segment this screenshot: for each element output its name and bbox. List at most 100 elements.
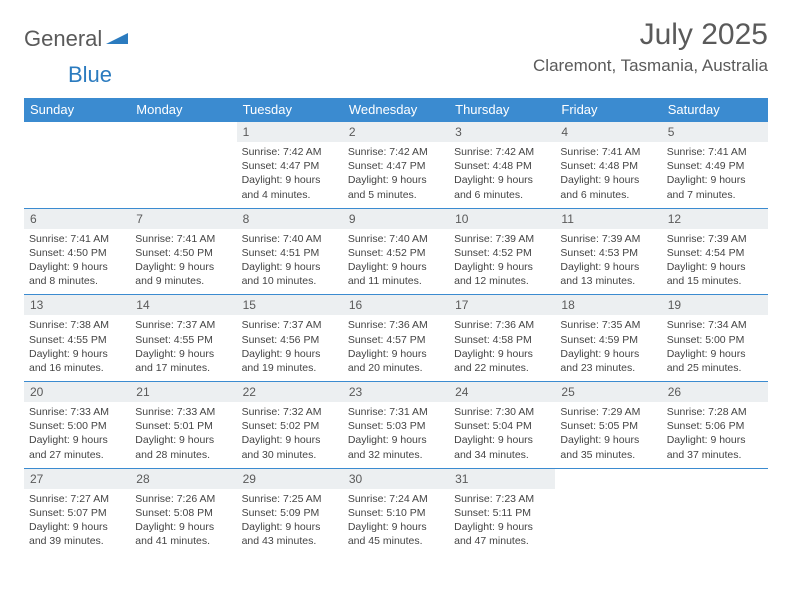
sunrise-text: Sunrise: 7:33 AM (135, 405, 231, 419)
day-details (130, 142, 236, 200)
sunset-text: Sunset: 5:03 PM (348, 419, 444, 433)
day-number: 19 (662, 295, 768, 315)
calendar-day-cell: 3Sunrise: 7:42 AMSunset: 4:48 PMDaylight… (449, 122, 555, 209)
day-details: Sunrise: 7:35 AMSunset: 4:59 PMDaylight:… (555, 315, 661, 381)
daylight-text: and 28 minutes. (135, 448, 231, 462)
day-details (555, 489, 661, 547)
daylight-text: and 12 minutes. (454, 274, 550, 288)
sunrise-text: Sunrise: 7:41 AM (135, 232, 231, 246)
sunset-text: Sunset: 5:09 PM (242, 506, 338, 520)
logo-text-1: General (24, 26, 102, 52)
sunset-text: Sunset: 5:00 PM (29, 419, 125, 433)
sunrise-text: Sunrise: 7:41 AM (560, 145, 656, 159)
sunset-text: Sunset: 4:48 PM (454, 159, 550, 173)
calendar-day-cell: 16Sunrise: 7:36 AMSunset: 4:57 PMDayligh… (343, 295, 449, 382)
sunrise-text: Sunrise: 7:23 AM (454, 492, 550, 506)
day-number: 2 (343, 122, 449, 142)
logo-triangle-icon (106, 28, 128, 49)
day-details: Sunrise: 7:42 AMSunset: 4:48 PMDaylight:… (449, 142, 555, 208)
sunrise-text: Sunrise: 7:38 AM (29, 318, 125, 332)
day-details: Sunrise: 7:41 AMSunset: 4:50 PMDaylight:… (130, 229, 236, 295)
sunset-text: Sunset: 4:57 PM (348, 333, 444, 347)
location: Claremont, Tasmania, Australia (533, 56, 768, 76)
daylight-text: and 34 minutes. (454, 448, 550, 462)
daylight-text: and 35 minutes. (560, 448, 656, 462)
sunset-text: Sunset: 4:56 PM (242, 333, 338, 347)
day-number: 8 (237, 209, 343, 229)
daylight-text: and 10 minutes. (242, 274, 338, 288)
daylight-text: Daylight: 9 hours (242, 347, 338, 361)
month-title: July 2025 (533, 18, 768, 52)
weekday-header: Saturday (662, 98, 768, 122)
calendar-day-cell: 25Sunrise: 7:29 AMSunset: 5:05 PMDayligh… (555, 382, 661, 469)
calendar-day-cell: 26Sunrise: 7:28 AMSunset: 5:06 PMDayligh… (662, 382, 768, 469)
daylight-text: and 6 minutes. (560, 188, 656, 202)
sunrise-text: Sunrise: 7:39 AM (560, 232, 656, 246)
calendar-day-cell: 5Sunrise: 7:41 AMSunset: 4:49 PMDaylight… (662, 122, 768, 209)
daylight-text: Daylight: 9 hours (135, 347, 231, 361)
daylight-text: Daylight: 9 hours (454, 260, 550, 274)
daylight-text: Daylight: 9 hours (348, 173, 444, 187)
daylight-text: and 27 minutes. (29, 448, 125, 462)
day-details (24, 142, 130, 200)
day-number: 5 (662, 122, 768, 142)
day-number (24, 122, 130, 142)
calendar-table: SundayMondayTuesdayWednesdayThursdayFrid… (24, 98, 768, 554)
daylight-text: and 47 minutes. (454, 534, 550, 548)
sunset-text: Sunset: 5:00 PM (667, 333, 763, 347)
calendar-week-row: 20Sunrise: 7:33 AMSunset: 5:00 PMDayligh… (24, 382, 768, 469)
sunrise-text: Sunrise: 7:29 AM (560, 405, 656, 419)
daylight-text: and 8 minutes. (29, 274, 125, 288)
weekday-header: Wednesday (343, 98, 449, 122)
daylight-text: Daylight: 9 hours (242, 433, 338, 447)
daylight-text: Daylight: 9 hours (242, 173, 338, 187)
daylight-text: Daylight: 9 hours (560, 260, 656, 274)
sunrise-text: Sunrise: 7:37 AM (242, 318, 338, 332)
day-details: Sunrise: 7:39 AMSunset: 4:52 PMDaylight:… (449, 229, 555, 295)
calendar-day-cell: 13Sunrise: 7:38 AMSunset: 4:55 PMDayligh… (24, 295, 130, 382)
calendar-day-cell: 17Sunrise: 7:36 AMSunset: 4:58 PMDayligh… (449, 295, 555, 382)
day-number: 30 (343, 469, 449, 489)
sunset-text: Sunset: 4:55 PM (135, 333, 231, 347)
sunset-text: Sunset: 5:07 PM (29, 506, 125, 520)
calendar-day-cell: 31Sunrise: 7:23 AMSunset: 5:11 PMDayligh… (449, 468, 555, 554)
sunrise-text: Sunrise: 7:42 AM (242, 145, 338, 159)
daylight-text: and 32 minutes. (348, 448, 444, 462)
day-details: Sunrise: 7:31 AMSunset: 5:03 PMDaylight:… (343, 402, 449, 468)
day-number: 1 (237, 122, 343, 142)
daylight-text: Daylight: 9 hours (454, 173, 550, 187)
sunset-text: Sunset: 4:59 PM (560, 333, 656, 347)
sunrise-text: Sunrise: 7:40 AM (242, 232, 338, 246)
daylight-text: Daylight: 9 hours (135, 520, 231, 534)
sunset-text: Sunset: 4:47 PM (242, 159, 338, 173)
calendar-day-cell: 22Sunrise: 7:32 AMSunset: 5:02 PMDayligh… (237, 382, 343, 469)
daylight-text: Daylight: 9 hours (454, 520, 550, 534)
sunset-text: Sunset: 4:50 PM (29, 246, 125, 260)
daylight-text: and 16 minutes. (29, 361, 125, 375)
day-details: Sunrise: 7:33 AMSunset: 5:01 PMDaylight:… (130, 402, 236, 468)
daylight-text: and 19 minutes. (242, 361, 338, 375)
sunrise-text: Sunrise: 7:37 AM (135, 318, 231, 332)
sunset-text: Sunset: 5:08 PM (135, 506, 231, 520)
sunset-text: Sunset: 4:55 PM (29, 333, 125, 347)
daylight-text: and 13 minutes. (560, 274, 656, 288)
daylight-text: Daylight: 9 hours (667, 260, 763, 274)
calendar-day-cell: 6Sunrise: 7:41 AMSunset: 4:50 PMDaylight… (24, 208, 130, 295)
day-number: 29 (237, 469, 343, 489)
daylight-text: Daylight: 9 hours (29, 433, 125, 447)
sunrise-text: Sunrise: 7:36 AM (454, 318, 550, 332)
daylight-text: and 20 minutes. (348, 361, 444, 375)
daylight-text: and 45 minutes. (348, 534, 444, 548)
day-details: Sunrise: 7:38 AMSunset: 4:55 PMDaylight:… (24, 315, 130, 381)
daylight-text: Daylight: 9 hours (29, 520, 125, 534)
day-details: Sunrise: 7:30 AMSunset: 5:04 PMDaylight:… (449, 402, 555, 468)
day-number: 15 (237, 295, 343, 315)
calendar-day-cell: 28Sunrise: 7:26 AMSunset: 5:08 PMDayligh… (130, 468, 236, 554)
calendar-day-cell: 30Sunrise: 7:24 AMSunset: 5:10 PMDayligh… (343, 468, 449, 554)
sunset-text: Sunset: 5:06 PM (667, 419, 763, 433)
day-number: 10 (449, 209, 555, 229)
calendar-day-cell: 10Sunrise: 7:39 AMSunset: 4:52 PMDayligh… (449, 208, 555, 295)
sunrise-text: Sunrise: 7:28 AM (667, 405, 763, 419)
calendar-day-cell: 1 Sunrise: 7:42 AMSunset: 4:47 PMDaylight… (237, 122, 343, 209)
sunset-text: Sunset: 5:11 PM (454, 506, 550, 520)
